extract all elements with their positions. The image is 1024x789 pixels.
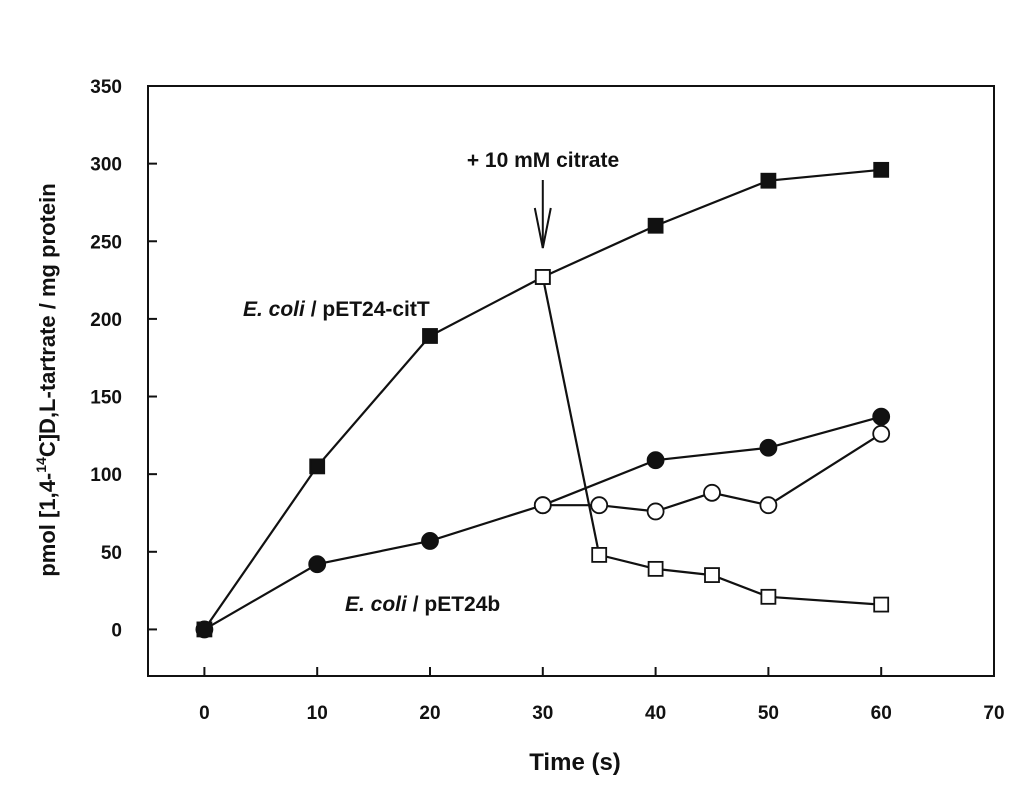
data-point-square-open — [704, 567, 720, 583]
label-pet24b: E. coli / pET24b — [345, 593, 500, 616]
y-tick-label: 150 — [90, 388, 122, 409]
y-tick-label: 350 — [90, 77, 122, 98]
y-tick-label: 0 — [111, 620, 122, 641]
data-point-circle-filled — [759, 438, 778, 457]
y-tick-label: 200 — [90, 310, 122, 331]
label-pet24b-strain: E. coli — [345, 593, 408, 616]
data-point-circle-filled — [646, 451, 665, 470]
x-tick-label: 30 — [532, 703, 553, 724]
data-point-square-open — [647, 560, 664, 577]
x-axis-title: Time (s) — [529, 749, 621, 776]
citrate-annotation: + 10 mM citrate — [467, 149, 619, 172]
data-point-circle-open — [533, 496, 552, 515]
label-pet24-citt-strain: E. coli — [243, 298, 306, 321]
y-tick-label: 300 — [90, 155, 122, 176]
data-point-circle-open — [872, 424, 891, 443]
x-tick-label: 0 — [199, 703, 210, 724]
data-point-circle-open — [759, 496, 778, 515]
data-point-circle-filled — [872, 407, 891, 426]
label-pet24b-plasmid: / pET24b — [407, 593, 500, 616]
data-point-square-open — [873, 596, 890, 613]
data-point-square-filled — [873, 161, 890, 178]
x-tick-label: 20 — [419, 703, 440, 724]
data-point-circle-filled — [195, 620, 214, 639]
series-line-circle-open — [542, 432, 882, 513]
x-tick-label: 70 — [983, 703, 1004, 724]
data-point-square-open — [760, 588, 777, 605]
x-tick-label: 60 — [871, 703, 892, 724]
data-point-square-filled — [309, 458, 326, 475]
y-axis-title-prefix: pmol [1,4- — [35, 473, 60, 577]
y-tick-label: 50 — [101, 543, 122, 564]
data-point-square-open — [534, 269, 551, 285]
citrate-arrow-head — [533, 207, 552, 249]
label-pet24-citt-plasmid: / pET24-citT — [305, 298, 430, 321]
x-axis: 0 10 20 30 40 50 60 70 — [199, 667, 1005, 724]
data-point-square-filled — [422, 328, 438, 344]
data-point-circle-open — [590, 496, 609, 515]
y-axis-title: pmol [1,4-14C]D,L-tartrate / mg protein — [33, 183, 60, 576]
data-point-square-filled — [760, 172, 777, 189]
x-tick-label: 50 — [758, 703, 779, 724]
data-point-circle-filled — [421, 532, 439, 550]
x-tick-label: 10 — [307, 703, 328, 724]
y-axis-title-superscript: 14 — [33, 457, 49, 473]
data-point-square-filled — [647, 217, 664, 234]
y-axis: 0 50 100 150 200 250 300 350 — [90, 77, 157, 641]
x-tick-label: 40 — [645, 703, 666, 724]
data-point-square-open — [591, 546, 608, 563]
y-tick-label: 100 — [90, 465, 122, 486]
citrate-arrow — [533, 180, 552, 249]
label-pet24-citt: E. coli / pET24-citT — [243, 298, 430, 321]
plot-frame — [147, 85, 995, 677]
series-markers — [195, 161, 891, 639]
y-axis-title-suffix: C]D,L-tartrate / mg protein — [35, 183, 60, 457]
data-point-circle-open — [646, 502, 665, 521]
data-point-circle-open — [703, 483, 721, 502]
series-line-square-open — [541, 276, 882, 606]
data-point-circle-filled — [308, 555, 327, 574]
y-tick-label: 250 — [90, 232, 122, 253]
